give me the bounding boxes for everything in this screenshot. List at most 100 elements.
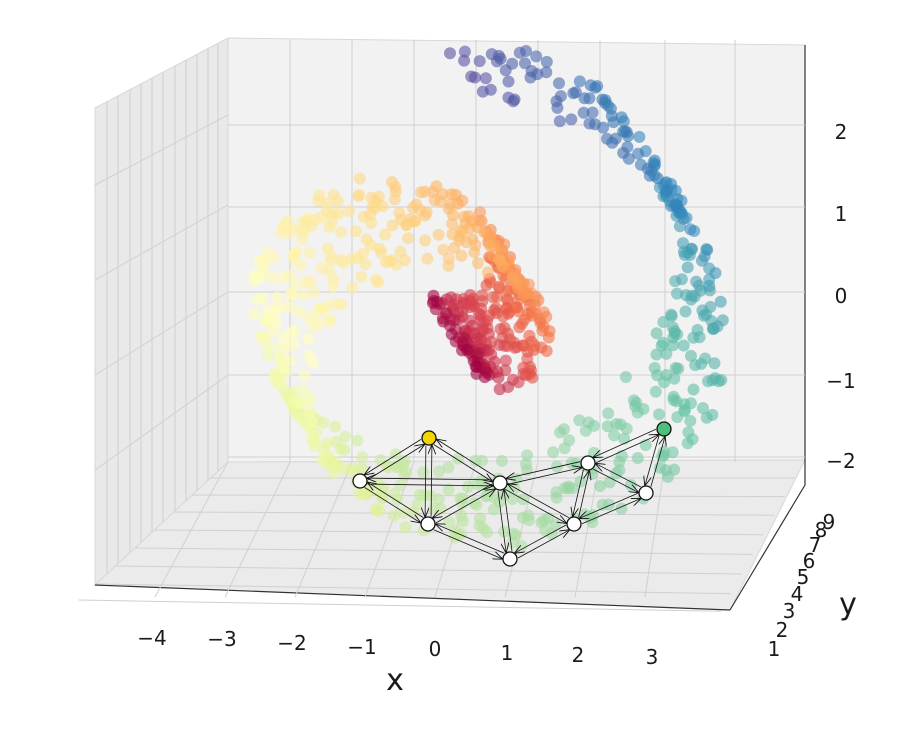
data-point <box>312 319 325 332</box>
data-point <box>558 423 570 436</box>
data-point <box>274 226 287 239</box>
data-point <box>294 258 307 271</box>
data-point <box>287 385 300 398</box>
data-point <box>478 371 491 384</box>
data-point <box>499 64 512 77</box>
graph-edge <box>507 468 581 485</box>
data-point <box>704 300 717 313</box>
grid-line <box>135 547 753 555</box>
grid-line <box>115 565 742 575</box>
data-point <box>448 242 461 254</box>
data-point <box>602 407 615 420</box>
data-point <box>444 47 456 60</box>
data-point <box>385 176 398 188</box>
data-point <box>686 433 699 446</box>
grid-line <box>94 374 229 471</box>
graph-edge <box>645 435 660 485</box>
data-point <box>460 236 473 249</box>
data-point <box>256 292 269 305</box>
data-point <box>442 461 455 474</box>
data-point <box>547 446 560 459</box>
data-point <box>633 130 646 143</box>
data-point <box>315 454 328 467</box>
data-point <box>288 324 301 337</box>
data-point <box>477 225 490 238</box>
data-point <box>690 275 703 288</box>
data-point <box>335 298 348 311</box>
graph-node-source <box>421 430 437 446</box>
data-point <box>483 239 496 252</box>
data-point <box>540 345 553 357</box>
x-tick-label: 0 <box>429 637 442 661</box>
data-point <box>553 115 566 128</box>
data-point <box>274 351 287 364</box>
data-point <box>496 260 509 273</box>
data-point <box>334 253 347 266</box>
data-point <box>481 266 494 279</box>
graph-edge <box>497 490 506 552</box>
data-point <box>607 116 620 129</box>
graph-edge <box>431 446 432 517</box>
y-tick-label: 9 <box>823 510 836 534</box>
data-point <box>706 408 719 421</box>
data-point <box>573 75 586 88</box>
data-point <box>307 435 320 447</box>
data-point <box>708 357 721 370</box>
data-point <box>355 270 368 283</box>
data-point <box>437 315 450 328</box>
data-point <box>709 267 722 279</box>
data-point <box>660 347 673 360</box>
data-point <box>447 298 460 311</box>
data-point <box>641 162 654 175</box>
data-point <box>648 154 661 167</box>
graph-edge <box>581 499 640 525</box>
graph-edge <box>368 478 493 480</box>
graph-edge <box>364 487 420 523</box>
data-point <box>517 288 530 301</box>
data-point <box>303 406 316 419</box>
data-point <box>379 228 392 241</box>
graph-edge <box>650 437 665 487</box>
data-point <box>345 253 358 266</box>
data-point <box>583 92 596 105</box>
data-point <box>498 525 510 538</box>
data-point <box>284 354 297 367</box>
data-point <box>693 331 706 344</box>
data-point <box>382 461 395 474</box>
data-point <box>334 443 347 455</box>
y-tick-label: 7 <box>809 533 822 557</box>
y-tick-label: 5 <box>797 565 810 589</box>
data-point <box>292 305 305 318</box>
data-point <box>714 295 727 308</box>
x-tick-label: −2 <box>277 631 306 655</box>
graph-edge <box>435 489 495 524</box>
data-point <box>304 276 317 289</box>
data-point <box>366 201 379 214</box>
data-point <box>386 219 399 232</box>
data-point <box>495 454 508 467</box>
graph-edge <box>580 492 639 518</box>
data-point <box>282 300 295 313</box>
data-point <box>666 321 679 334</box>
data-point <box>349 225 362 238</box>
z-tick-label: 2 <box>835 120 848 144</box>
graph-edge <box>368 483 424 518</box>
data-point <box>619 371 632 383</box>
data-point <box>288 279 301 291</box>
data-point <box>298 369 311 382</box>
x-tick-label: 2 <box>572 643 585 667</box>
data-point <box>424 489 437 502</box>
y-tick-label: 4 <box>791 582 804 606</box>
data-point <box>512 376 525 389</box>
data-point <box>624 479 637 492</box>
data-point <box>603 476 616 489</box>
data-point <box>684 397 697 410</box>
data-point <box>606 136 619 149</box>
data-point <box>400 219 413 232</box>
data-point <box>587 419 600 432</box>
data-point <box>584 79 597 92</box>
data-point <box>418 185 431 198</box>
graph-edge <box>517 530 569 559</box>
data-point <box>470 360 483 373</box>
